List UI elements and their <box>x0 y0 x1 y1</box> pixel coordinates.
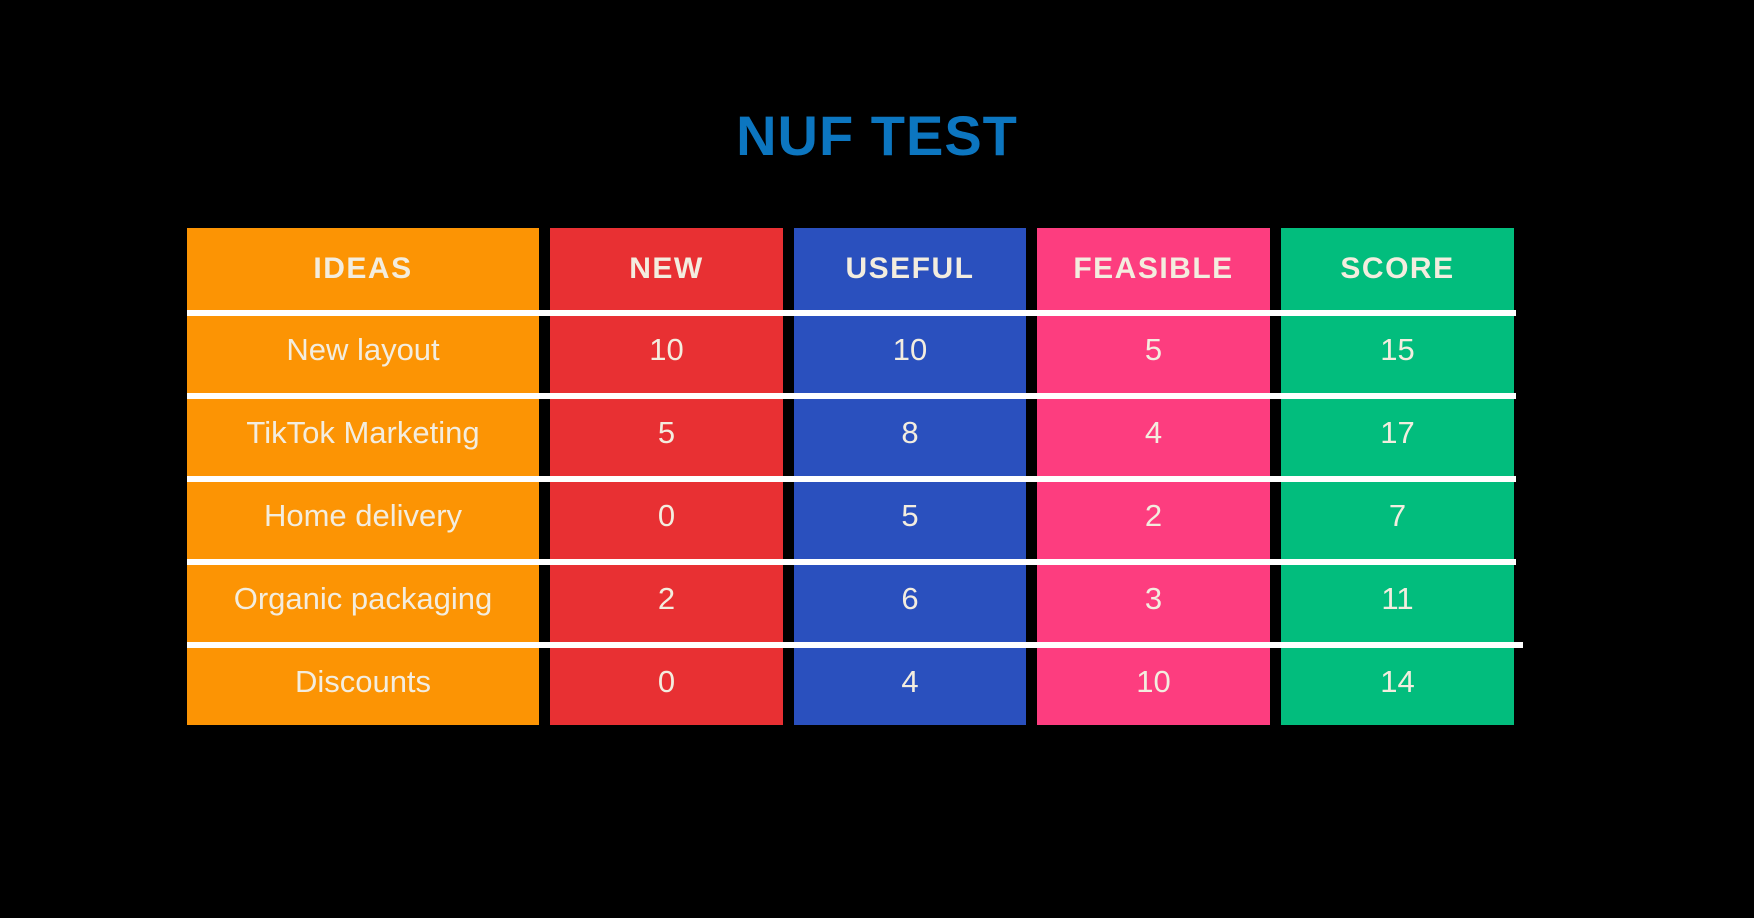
cell-useful: 5 <box>794 482 1026 559</box>
cell-idea: Home delivery <box>187 482 539 559</box>
cell-useful: 4 <box>794 648 1026 725</box>
row-separator <box>187 393 1516 399</box>
cell-idea: Discounts <box>187 648 539 725</box>
row-separator <box>187 642 1523 648</box>
cell-feasible: 4 <box>1037 399 1270 476</box>
table-row: Organic packaging 2 6 3 11 <box>187 565 1516 642</box>
column-header-ideas: IDEAS <box>187 228 539 310</box>
cell-score: 7 <box>1281 482 1514 559</box>
cell-score: 14 <box>1281 648 1514 725</box>
table-row: Discounts 0 4 10 14 <box>187 648 1516 725</box>
nuf-test-table: IDEAS NEW USEFUL FEASIBLE SCORE New layo… <box>187 228 1523 725</box>
cell-feasible: 10 <box>1037 648 1270 725</box>
column-header-useful: USEFUL <box>794 228 1026 310</box>
table-header-row: IDEAS NEW USEFUL FEASIBLE SCORE <box>187 228 1516 310</box>
cell-feasible: 3 <box>1037 565 1270 642</box>
cell-idea: Organic packaging <box>187 565 539 642</box>
cell-useful: 10 <box>794 316 1026 393</box>
cell-feasible: 2 <box>1037 482 1270 559</box>
cell-score: 11 <box>1281 565 1514 642</box>
column-header-score: SCORE <box>1281 228 1514 310</box>
cell-new: 0 <box>550 482 783 559</box>
cell-score: 15 <box>1281 316 1514 393</box>
cell-new: 5 <box>550 399 783 476</box>
page-title: NUF TEST <box>736 104 1018 167</box>
column-header-feasible: FEASIBLE <box>1037 228 1270 310</box>
table-row: TikTok Marketing 5 8 4 17 <box>187 399 1516 476</box>
cell-new: 10 <box>550 316 783 393</box>
cell-idea: New layout <box>187 316 539 393</box>
table-row: New layout 10 10 5 15 <box>187 316 1516 393</box>
cell-score: 17 <box>1281 399 1514 476</box>
row-separator <box>187 559 1516 565</box>
row-separator <box>187 476 1516 482</box>
cell-new: 2 <box>550 565 783 642</box>
column-header-new: NEW <box>550 228 783 310</box>
cell-new: 0 <box>550 648 783 725</box>
row-separator <box>187 310 1516 316</box>
cell-useful: 6 <box>794 565 1026 642</box>
cell-useful: 8 <box>794 399 1026 476</box>
table-row: Home delivery 0 5 2 7 <box>187 482 1516 559</box>
cell-idea: TikTok Marketing <box>187 399 539 476</box>
cell-feasible: 5 <box>1037 316 1270 393</box>
